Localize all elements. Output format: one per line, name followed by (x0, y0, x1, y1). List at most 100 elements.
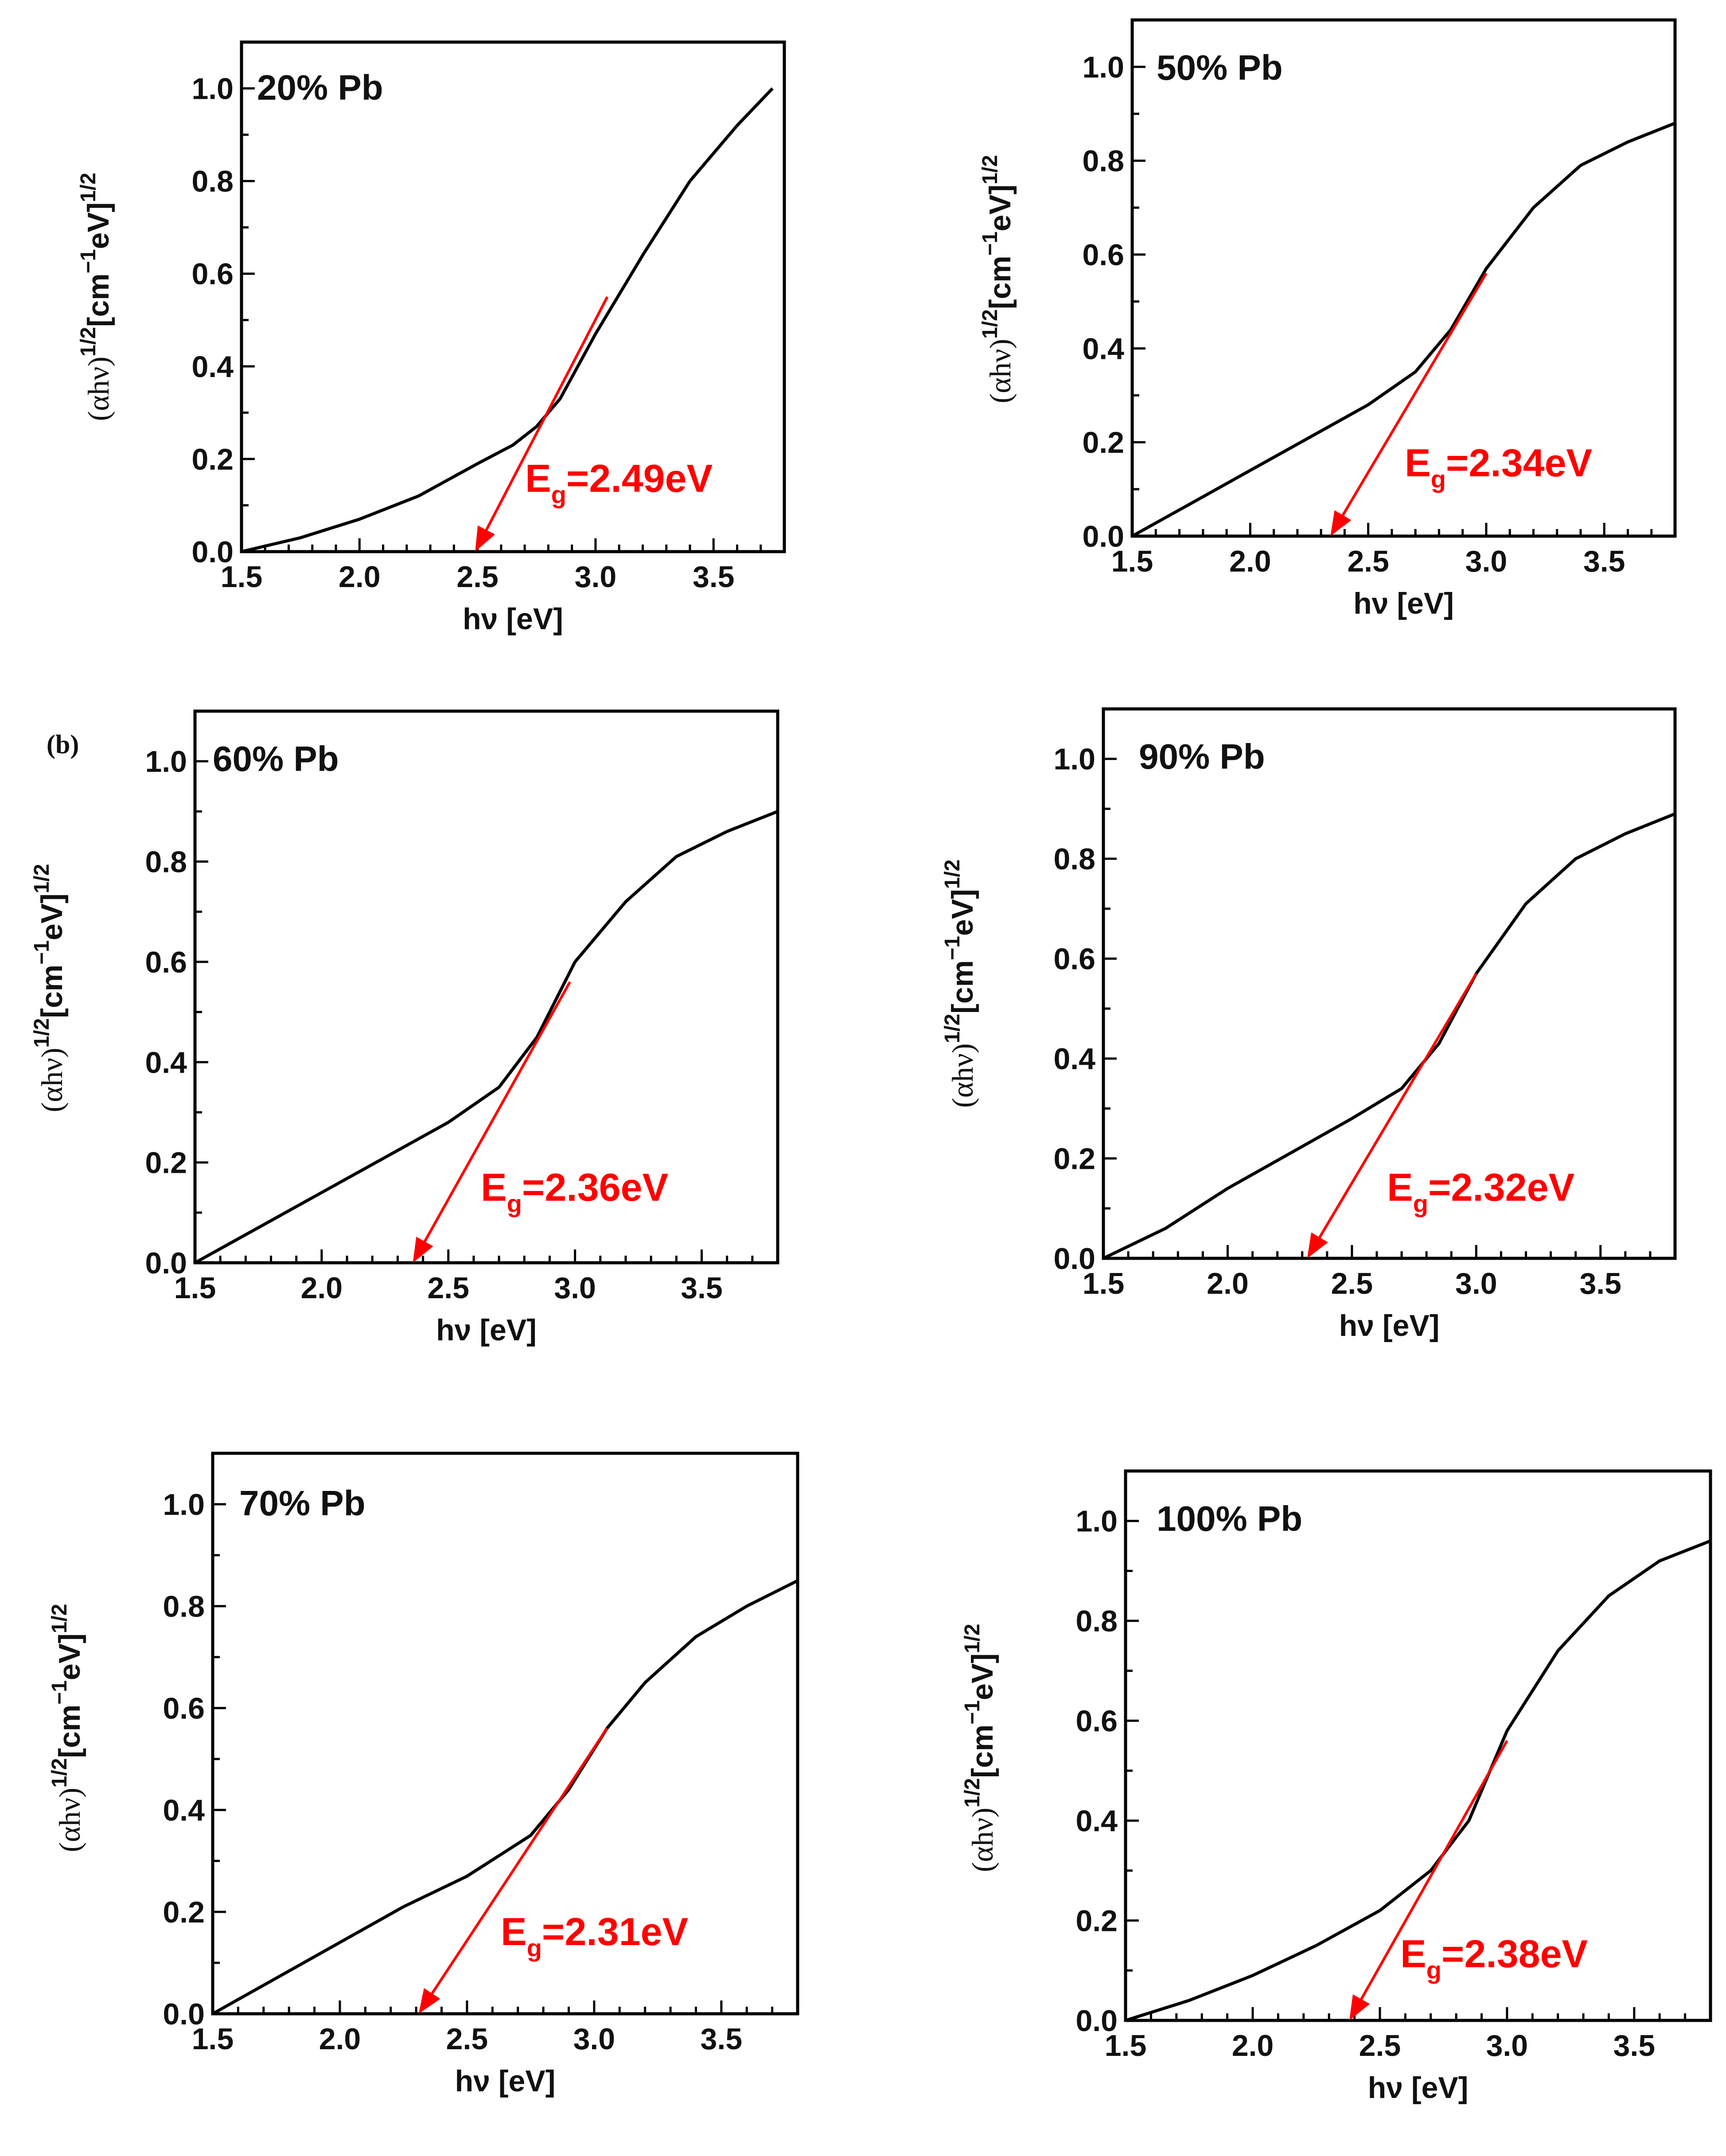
y-tick-label: 0.8 (1082, 144, 1124, 178)
y-tick-label: 0.8 (191, 165, 234, 198)
fit-arrowhead (413, 1237, 433, 1263)
y-axis-title-part: 1/2 (978, 309, 1002, 339)
absorption-curve (1125, 1539, 1711, 2022)
fit-line (485, 296, 609, 531)
plot-frame (240, 40, 786, 553)
x-tick-label: 3.0 (1465, 545, 1508, 578)
x-axis-title: hν [eV] (436, 1313, 537, 1347)
y-axis-title-part: [cm (53, 1705, 86, 1758)
y-axis-title-part: eV] (946, 889, 979, 936)
y-axis-title-part: eV] (53, 1633, 86, 1680)
y-tick-label: 1.0 (1082, 51, 1124, 84)
x-tick-label: 2.5 (456, 560, 499, 594)
y-axis-title-part: −1 (978, 231, 1002, 256)
eg-value: =2.34eV (1446, 441, 1593, 485)
y-axis-title-part: 1/2 (48, 1604, 71, 1634)
y-tick-label: 0.0 (191, 535, 234, 569)
y-axis-title-part: [cm (966, 1724, 999, 1778)
absorption-curve (241, 87, 774, 553)
y-axis-title: (αhν)1/2[cm−1eV]1/2 (978, 155, 1017, 404)
x-tick-label: 2.0 (301, 1271, 343, 1305)
y-axis-title-part: 1/2 (30, 864, 54, 894)
chart-panel-5: 1.5 2.0 2.5 3.0 3.5 0.0 0.2 0.4 0.6 0.8 1.0 hν [eV]… (48, 1452, 799, 2098)
fit-line (431, 1728, 608, 1994)
y-axis-title-part: (αhν) (966, 1808, 999, 1872)
y-tick-label: 0.8 (1075, 1604, 1118, 1638)
eg-label: Eg=2.36eV (481, 1165, 669, 1218)
absorption-curve (194, 810, 779, 1265)
y-tick-label: 0.6 (163, 1692, 205, 1725)
x-axis-title: hν [eV] (1353, 587, 1454, 620)
eg-label: Eg=2.49eV (525, 456, 713, 509)
sample-label: 90% Pb (1139, 737, 1265, 776)
eg-value: =2.36eV (522, 1165, 669, 1209)
y-tick-label: 0.6 (145, 946, 187, 979)
plot-frame (1130, 18, 1677, 538)
eg-value: =2.32eV (1428, 1165, 1575, 1209)
eg-value: =2.31eV (542, 1910, 689, 1954)
x-axis-title: hν [eV] (1368, 2071, 1469, 2105)
chart-panel-6: 1.5 2.0 2.5 3.0 3.5 0.0 0.2 0.4 0.6 0.8 1.0 hν [eV]… (961, 1469, 1712, 2105)
plot-frame (1124, 1469, 1712, 2022)
y-tick-label: 1.0 (163, 1488, 205, 1522)
y-axis-title-part: −1 (941, 936, 964, 960)
y-tick-label: 0.6 (1053, 942, 1095, 976)
x-tick-label: 1.5 (1083, 1267, 1125, 1300)
absorption-curve (212, 1579, 799, 2016)
x-tick-label: 3.5 (693, 560, 735, 594)
y-axis-title-part: 1/2 (77, 173, 100, 202)
x-tick-label: 2.5 (427, 1271, 469, 1305)
x-tick-label: 3.0 (1486, 2029, 1528, 2063)
sample-label: 20% Pb (257, 68, 383, 107)
x-axis-title: hν [eV] (1339, 1309, 1440, 1343)
eg-symbol: E (1400, 1932, 1426, 1976)
fit-line (1341, 272, 1488, 516)
eg-symbol: E (501, 1910, 527, 1954)
y-tick-label: 0.2 (163, 1895, 205, 1929)
eg-value: =2.49eV (566, 456, 713, 500)
x-axis-title: hν [eV] (455, 2064, 556, 2098)
y-axis-title-part: eV] (82, 202, 115, 249)
y-tick-label: 0.6 (1075, 1705, 1118, 1738)
x-tick-label: 1.5 (192, 2022, 234, 2056)
x-tick-label: 3.0 (554, 1271, 596, 1305)
y-axis-title: (αhν)1/2[cm−1eV]1/2 (961, 1624, 999, 1872)
x-tick-label: 1.5 (221, 560, 263, 594)
x-tick-label: 2.0 (1207, 1267, 1249, 1300)
y-axis-title-part: 1/2 (978, 155, 1002, 185)
y-axis-title-part: (αhν) (82, 357, 115, 421)
eg-symbol: E (1405, 441, 1431, 485)
y-tick-label: 0.4 (1053, 1042, 1095, 1076)
sample-label: 100% Pb (1157, 1499, 1302, 1538)
eg-label: Eg=2.31eV (501, 1910, 689, 1962)
x-tick-label: 2.0 (339, 560, 381, 594)
eg-subscript: g (1426, 1956, 1442, 1984)
y-axis-title-part: 1/2 (30, 1018, 54, 1048)
eg-label: Eg=2.38eV (1400, 1932, 1588, 1984)
x-tick-label: 3.0 (1455, 1267, 1497, 1300)
chart-panel-1: 1.5 2.0 2.5 3.0 3.5 0.0 0.2 0.4 0.6 0.8 1.0 hν [eV]… (77, 40, 786, 636)
y-axis-title: (αhν)1/2[cm−1eV]1/2 (941, 860, 979, 1108)
y-axis-title-part: (αhν) (35, 1048, 69, 1113)
y-tick-label: 0.4 (191, 350, 234, 384)
absorption-curve (1131, 121, 1676, 538)
y-axis-title-part: [cm (82, 273, 115, 327)
chart-panel-2: 1.5 2.0 2.5 3.0 3.5 0.0 0.2 0.4 0.6 0.8 1.0 hν [eV]… (978, 18, 1677, 620)
x-tick-label: 3.5 (1613, 2029, 1656, 2063)
fit-arrowhead (1349, 1994, 1370, 2020)
y-axis-title: (αhν)1/2[cm−1eV]1/2 (30, 864, 69, 1113)
y-tick-label: 0.4 (1075, 1804, 1118, 1838)
y-tick-label: 0.0 (1082, 520, 1124, 553)
eg-label: Eg=2.32eV (1387, 1165, 1575, 1218)
eg-subscript: g (551, 481, 566, 509)
y-tick-label: 1.0 (145, 745, 187, 778)
fit-arrowhead (418, 1988, 440, 2014)
x-tick-label: 3.5 (1583, 545, 1625, 578)
y-tick-label: 0.2 (1082, 426, 1124, 459)
y-axis-title: (αhν)1/2[cm−1eV]1/2 (77, 173, 115, 421)
plot-frame (211, 1452, 799, 2016)
y-axis-title-part: 1/2 (941, 1014, 964, 1043)
y-tick-label: 1.0 (191, 72, 234, 106)
y-axis-title-part: eV] (35, 893, 69, 940)
